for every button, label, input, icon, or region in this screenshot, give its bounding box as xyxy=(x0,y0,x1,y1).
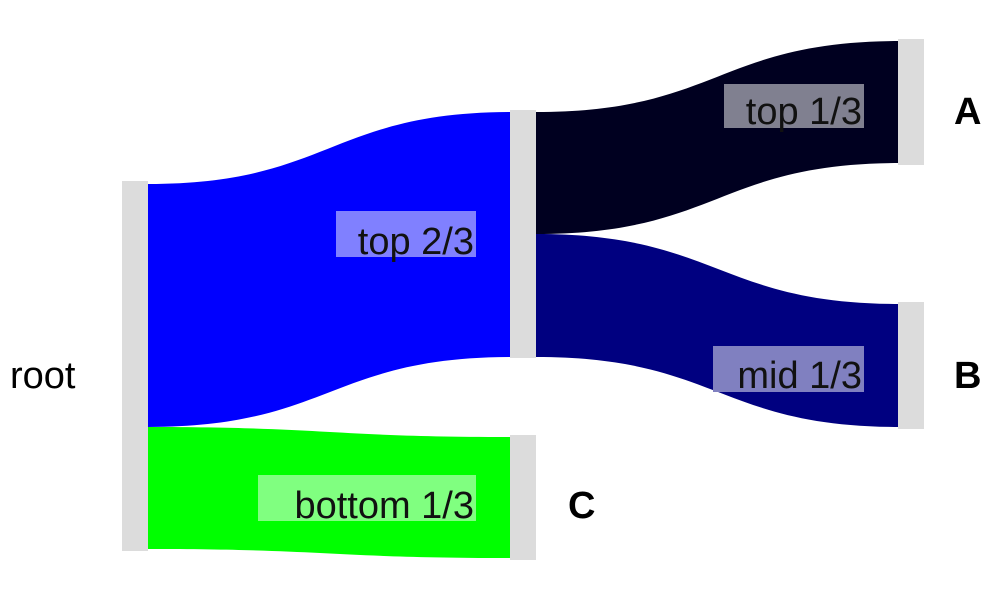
node-label-a: A xyxy=(954,91,981,133)
link-label-bg-top-2-3 xyxy=(336,211,476,257)
link-mid-to-b xyxy=(536,234,900,427)
link-label-bottom-1-3: bottom 1/3 xyxy=(294,485,474,527)
link-root-to-mid xyxy=(148,112,512,427)
link-label-bg-bottom-1-3 xyxy=(258,475,476,521)
link-label-bg-mid-1-3 xyxy=(713,346,864,392)
node-mid xyxy=(510,110,536,358)
node-a xyxy=(898,39,924,165)
node-label-b: B xyxy=(954,355,981,397)
node-label-c: C xyxy=(568,485,595,527)
link-label-top-1-3: top 1/3 xyxy=(746,91,862,133)
node-b xyxy=(898,302,924,429)
link-label-top-2-3: top 2/3 xyxy=(358,221,474,263)
link-label-bg-top-1-3 xyxy=(724,84,864,128)
link-mid-to-a xyxy=(536,41,900,234)
node-label-root: root xyxy=(10,355,76,397)
node-c xyxy=(510,435,536,560)
node-root xyxy=(122,181,148,551)
link-label-mid-1-3: mid 1/3 xyxy=(737,355,862,397)
